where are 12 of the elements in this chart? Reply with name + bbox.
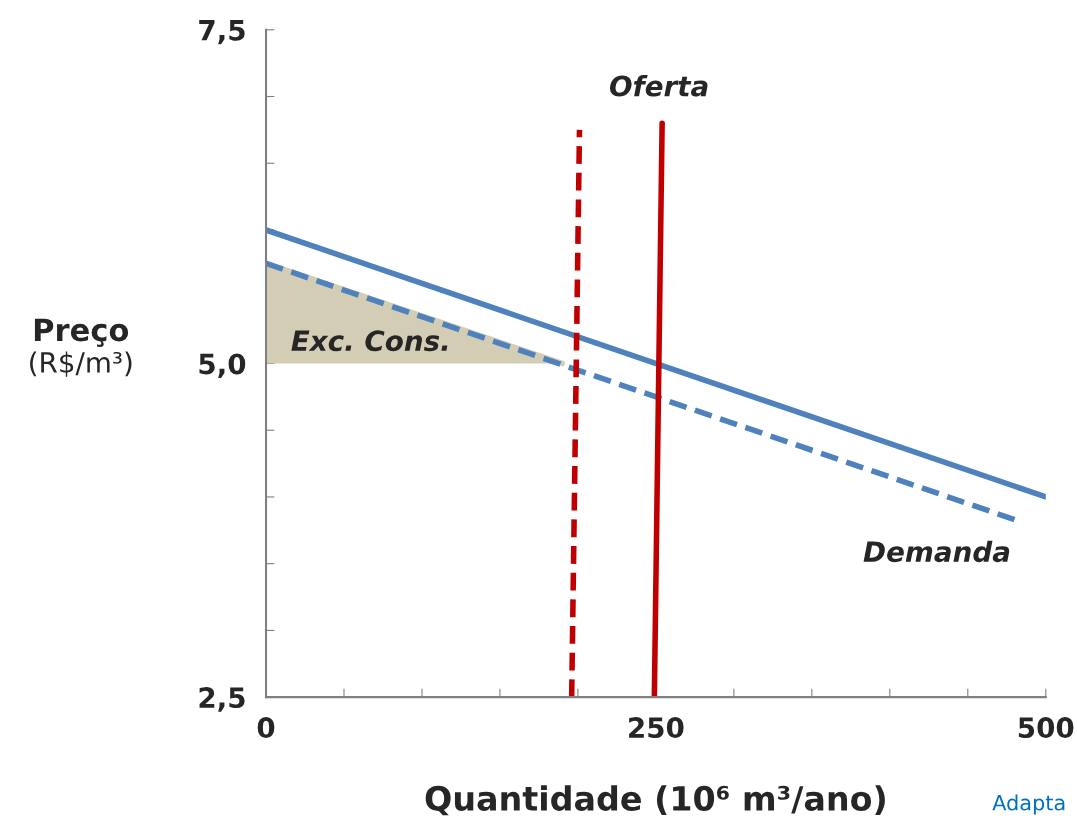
annotation: Oferta	[610, 75, 708, 97]
x-tick-label: 0	[257, 717, 275, 739]
text: Adapta	[992, 794, 1065, 815]
x-axis-title: Quantidade (10⁶ m³/ano)	[425, 785, 885, 816]
x-tick-label: 500	[1018, 717, 1074, 739]
x-tick-label: 250	[629, 717, 684, 739]
y-tick-label: 2,5	[199, 687, 245, 712]
annotation: Demanda	[863, 540, 1010, 563]
y-tick-label: 5,0	[199, 353, 246, 378]
annotation: Exc. Cons.	[291, 330, 448, 352]
y-axis-title: Preço (R$/m³)	[30, 318, 132, 377]
y-tick-label: 7,5	[199, 20, 245, 45]
